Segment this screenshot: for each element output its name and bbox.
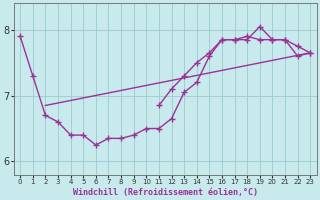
X-axis label: Windchill (Refroidissement éolien,°C): Windchill (Refroidissement éolien,°C) [73, 188, 258, 197]
